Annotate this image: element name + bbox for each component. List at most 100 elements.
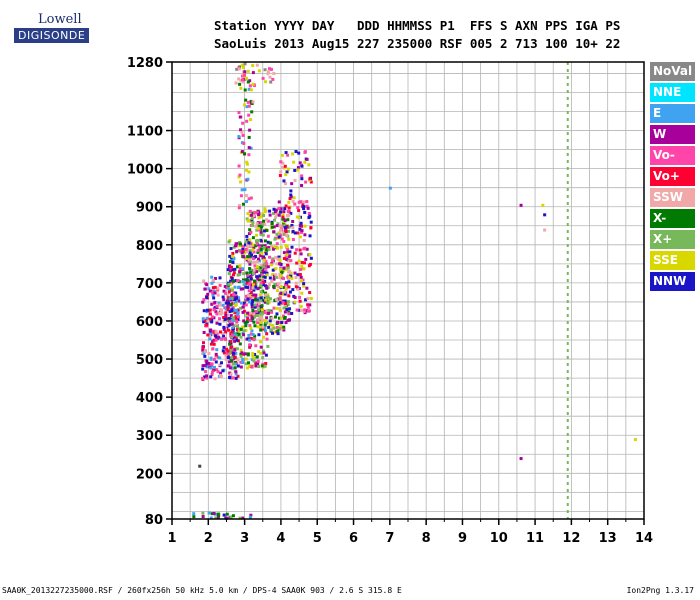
data-point <box>252 268 256 272</box>
data-point <box>294 150 298 154</box>
data-point <box>222 345 226 349</box>
data-point <box>249 270 253 274</box>
data-point <box>261 279 265 283</box>
data-point <box>257 320 261 324</box>
data-point <box>235 249 239 253</box>
data-point <box>220 337 224 341</box>
data-point <box>226 356 230 360</box>
data-point <box>253 315 257 319</box>
data-point <box>222 319 226 323</box>
data-point <box>261 327 265 331</box>
data-point <box>253 324 257 328</box>
data-point <box>230 356 234 360</box>
data-point <box>248 345 252 349</box>
data-point <box>278 259 282 263</box>
data-point <box>232 271 236 275</box>
data-point <box>230 294 234 298</box>
data-point <box>252 250 256 254</box>
data-point <box>232 334 236 338</box>
data-point <box>291 237 295 241</box>
data-point <box>242 141 246 145</box>
data-point <box>298 235 302 239</box>
data-point <box>265 218 269 222</box>
data-point <box>225 512 229 516</box>
data-point <box>285 285 289 289</box>
data-point <box>543 213 547 217</box>
data-point <box>243 62 247 66</box>
data-point <box>269 67 273 71</box>
data-point <box>229 515 233 519</box>
data-point <box>257 224 261 228</box>
data-point <box>259 321 263 325</box>
data-point <box>211 286 215 290</box>
data-point <box>282 251 286 255</box>
data-point <box>241 247 245 251</box>
data-point <box>256 226 260 230</box>
data-point <box>248 228 252 232</box>
data-point <box>302 284 306 288</box>
data-point <box>246 100 250 104</box>
data-point <box>255 63 259 67</box>
data-point <box>231 328 235 332</box>
data-point <box>208 334 212 338</box>
y-tick-label: 80 <box>145 513 163 528</box>
data-point <box>247 170 251 174</box>
data-point <box>291 226 295 230</box>
data-point <box>248 84 252 88</box>
data-point <box>275 312 279 316</box>
data-point <box>238 342 242 346</box>
data-point <box>221 369 225 373</box>
data-point <box>218 363 222 367</box>
y-tick-label: 500 <box>136 353 163 368</box>
data-point <box>303 210 307 214</box>
data-point <box>230 281 234 285</box>
data-point <box>258 245 262 249</box>
data-point <box>244 328 248 332</box>
data-point <box>259 322 263 326</box>
data-point <box>250 217 254 221</box>
data-point <box>231 268 235 272</box>
data-point <box>283 315 287 319</box>
data-point <box>248 280 252 284</box>
data-point <box>234 336 238 340</box>
data-point <box>289 193 293 197</box>
data-point <box>229 302 233 306</box>
data-point <box>303 233 307 237</box>
data-point <box>284 182 288 186</box>
data-point <box>217 301 221 305</box>
data-point <box>239 249 243 253</box>
data-point <box>210 302 214 306</box>
data-point <box>228 351 232 355</box>
data-point <box>207 361 211 365</box>
data-point <box>288 307 292 311</box>
data-point <box>300 230 304 234</box>
data-point <box>208 317 212 321</box>
y-tick-label: 900 <box>136 201 163 216</box>
data-point <box>211 291 215 295</box>
data-point <box>266 300 270 304</box>
data-point <box>226 303 230 307</box>
data-point <box>215 348 219 352</box>
data-point <box>251 286 255 290</box>
data-point <box>289 189 293 193</box>
data-point <box>229 314 233 318</box>
data-point <box>290 182 294 186</box>
data-point <box>231 254 235 258</box>
data-point <box>214 338 218 342</box>
data-point <box>231 376 235 380</box>
data-point <box>248 128 252 132</box>
data-point <box>205 296 209 300</box>
data-point <box>238 327 242 331</box>
data-point <box>237 329 241 333</box>
data-point <box>279 170 283 174</box>
data-point <box>263 323 267 327</box>
data-point <box>237 135 241 139</box>
data-point <box>242 255 246 259</box>
data-point <box>300 183 304 187</box>
data-point <box>295 261 299 265</box>
data-point <box>244 240 248 244</box>
data-point <box>246 69 250 73</box>
data-point <box>232 257 236 261</box>
data-point <box>296 273 300 277</box>
data-point <box>258 275 262 279</box>
